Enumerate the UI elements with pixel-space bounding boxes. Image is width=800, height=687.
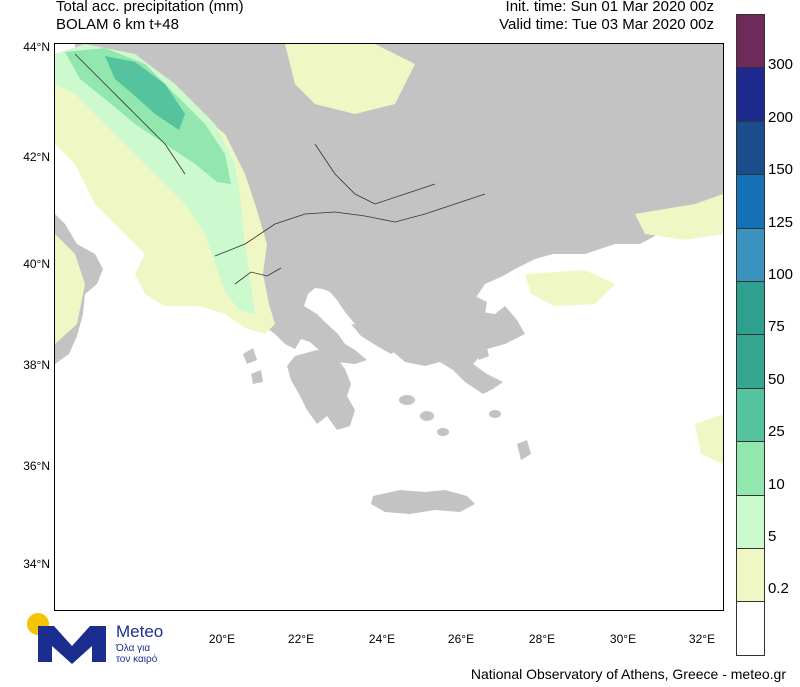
lat-label-40n: 40°N <box>23 257 50 271</box>
land-thasos <box>411 230 423 238</box>
precip-heavy-area <box>105 56 185 130</box>
logo-name: Meteo <box>116 622 164 641</box>
colorbar-segment <box>737 15 764 69</box>
footer-credit: National Observatory of Athens, Greece -… <box>470 666 786 682</box>
land-balkans <box>75 44 723 394</box>
colorbar-label: 25 <box>768 423 785 441</box>
lon-label-24e: 24°E <box>368 632 396 646</box>
colorbar-segment <box>737 335 764 389</box>
logo-tagline-line-2: τον καιρό <box>116 654 158 665</box>
land-crete <box>371 490 475 514</box>
logo-m-icon <box>38 626 106 664</box>
colorbar-segment <box>737 68 764 122</box>
colorbar-segment <box>737 281 764 336</box>
land-limnos <box>435 261 451 271</box>
land-cyclades-1 <box>399 395 415 405</box>
colorbar-segment <box>737 388 764 443</box>
colorbar-label: 100 <box>768 266 794 283</box>
land-rhodes <box>517 440 531 460</box>
colorbar-segment <box>737 442 764 496</box>
precip-light-west <box>55 234 85 344</box>
colorbar-label: 10 <box>768 475 785 493</box>
colorbar-label: 50 <box>768 370 785 388</box>
land-evia <box>351 324 397 354</box>
map-canvas <box>55 44 723 514</box>
lon-label-20e: 20°E <box>208 632 236 646</box>
colorbar-label: 125 <box>768 213 794 231</box>
model-run-label: BOLAM 6 km t+48 <box>56 16 179 33</box>
precipitation-map <box>54 43 724 611</box>
land-cyclades-2 <box>420 411 434 421</box>
land-cyclades-3 <box>437 428 449 436</box>
colorbar-segment <box>737 228 764 282</box>
lon-label-32e: 32°E <box>688 632 716 646</box>
colorbar-label: 300 <box>768 56 794 74</box>
precip-medium-area <box>55 44 255 314</box>
logo-tagline: Όλα για τον καιρό <box>116 643 157 665</box>
colorbar-label: 5 <box>768 528 777 545</box>
colorbar-segment <box>737 121 764 176</box>
colorbar-segment <box>737 602 764 655</box>
lat-label-38n: 38°N <box>23 358 50 372</box>
lon-label-28e: 28°E <box>528 632 556 646</box>
logo-tagline-line-1: Όλα για <box>116 643 151 654</box>
lat-label-44n: 44°N <box>23 40 50 54</box>
init-time: Init. time: Sun 01 Mar 2020 00z <box>505 0 714 15</box>
colorbar-segment <box>737 175 764 229</box>
lon-label-26e: 26°E <box>447 632 475 646</box>
lat-label-36n: 36°N <box>23 459 50 473</box>
colorbar-label: 150 <box>768 161 794 179</box>
lon-label-22e: 22°E <box>287 632 315 646</box>
border-balkans <box>214 193 486 257</box>
precip-strong-area <box>65 48 231 184</box>
precip-light-south <box>695 414 723 464</box>
land-dodecanese <box>489 410 501 418</box>
land-lesvos <box>459 296 487 316</box>
colorbar-segment <box>737 495 764 549</box>
land-corfu-kefalonia <box>243 348 263 384</box>
time-info-block: Init. time: Sun 01 Mar 2020 00z Valid ti… <box>499 0 714 34</box>
land-peloponnese <box>287 350 355 430</box>
lat-label-34n: 34°N <box>23 557 50 571</box>
border-lines <box>74 53 486 285</box>
precip-light-turkey-coast <box>635 194 723 240</box>
precip-light-anatolia <box>525 270 615 306</box>
colorbar-label: 200 <box>768 108 794 126</box>
precip-light-thrace <box>285 44 415 114</box>
meteo-logo <box>27 613 106 664</box>
precipitation-colorbar <box>736 14 765 656</box>
map-title-block: Total acc. precipitation (mm) BOLAM 6 km… <box>56 0 244 34</box>
colorbar-label: 75 <box>768 318 785 336</box>
border-bulgaria <box>314 143 436 205</box>
land-chios <box>475 340 489 360</box>
colorbar-segment <box>737 548 764 603</box>
valid-time: Valid time: Tue 03 Mar 2020 00z <box>499 16 714 33</box>
border-albania-greece <box>234 267 282 285</box>
precipitation-layer <box>55 44 723 464</box>
lat-label-42n: 42°N <box>23 150 50 164</box>
border-adriatic <box>74 53 186 175</box>
map-title: Total acc. precipitation (mm) <box>56 0 244 15</box>
lon-label-30e: 30°E <box>609 632 637 646</box>
colorbar-label: 0.2 <box>768 580 789 598</box>
